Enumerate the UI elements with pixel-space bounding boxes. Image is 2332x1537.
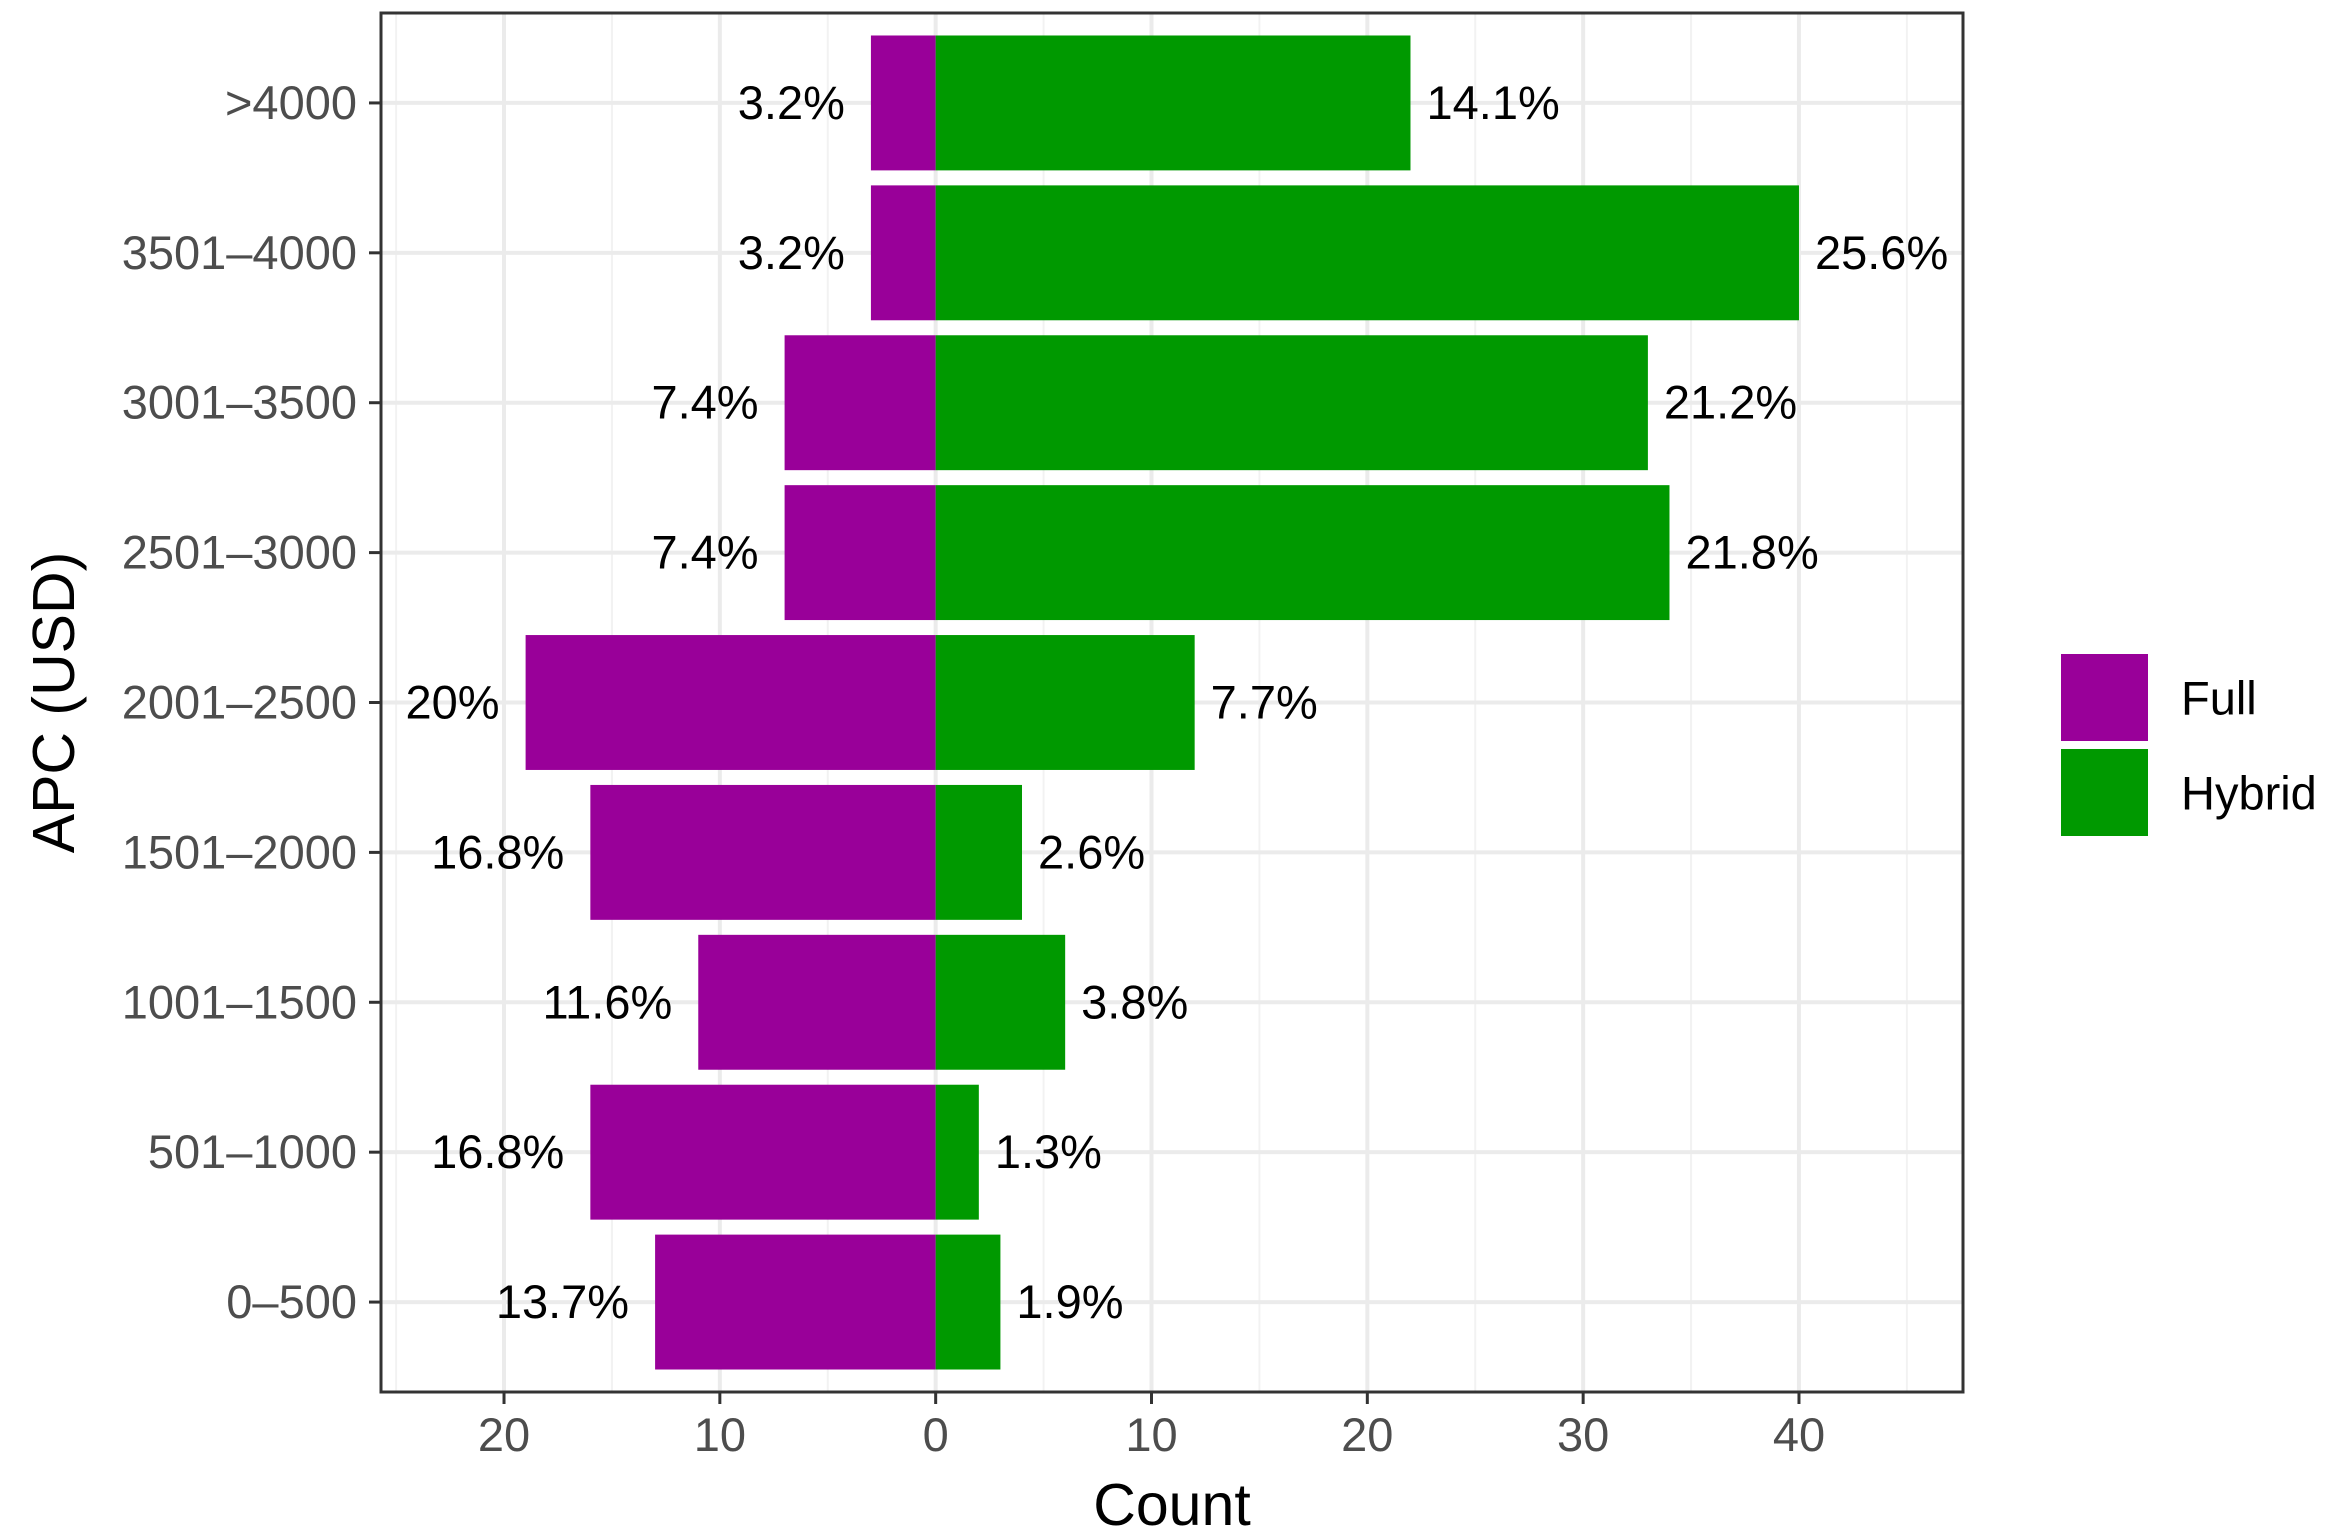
- x-axis-title: Count: [1093, 1472, 1250, 1537]
- hybrid-bar: [935, 934, 1066, 1070]
- x-tick-label: 10: [694, 1408, 746, 1461]
- data-labels: 13.7% 16.8% 11.6% 16.8% 20% 7.4% 7.4% 3.2% 3.2% 1…: [406, 76, 1949, 1328]
- full-bar: [590, 784, 936, 920]
- hybrid-bar: [935, 1084, 979, 1220]
- hybrid-data-label: 3.8%: [1081, 975, 1188, 1028]
- y-tick-label: 2501–3000: [122, 526, 357, 579]
- y-axis-title: APC (USD): [21, 552, 87, 854]
- hybrid-data-label: 21.8%: [1685, 526, 1818, 579]
- full-bar: [525, 635, 936, 770]
- full-data-label: 7.4%: [651, 526, 758, 579]
- hybrid-data-label: 2.6%: [1038, 825, 1145, 878]
- hybrid-data-label: 25.6%: [1815, 226, 1948, 279]
- y-tick-label: 2001–2500: [122, 676, 357, 729]
- x-tick-label: 20: [1341, 1408, 1393, 1461]
- full-bar: [784, 335, 936, 471]
- legend: Full Hybrid: [2061, 654, 2317, 836]
- y-tick-label: >4000: [225, 76, 357, 129]
- x-tick-label: 40: [1773, 1408, 1825, 1461]
- legend-label-hybrid: Hybrid: [2181, 767, 2317, 820]
- x-tick-label: 20: [478, 1408, 530, 1461]
- full-data-label: 11.6%: [542, 975, 672, 1028]
- full-data-label: 20%: [406, 676, 500, 729]
- hybrid-bar: [935, 35, 1411, 171]
- legend-key-hybrid: [2061, 749, 2148, 836]
- x-tick-label: 30: [1557, 1408, 1609, 1461]
- x-tick-label: 0: [923, 1408, 949, 1461]
- full-data-label: 16.8%: [431, 1125, 564, 1178]
- hybrid-data-label: 1.9%: [1016, 1275, 1123, 1328]
- hybrid-bar: [935, 784, 1023, 920]
- hybrid-data-label: 14.1%: [1426, 76, 1559, 129]
- full-data-label: 3.2%: [738, 76, 845, 129]
- full-bar: [784, 485, 936, 621]
- bars: [525, 35, 1799, 1370]
- hybrid-bar: [935, 485, 1670, 621]
- full-bar: [698, 934, 936, 1070]
- full-data-label: 3.2%: [738, 226, 845, 279]
- hybrid-data-label: 7.7%: [1211, 676, 1318, 729]
- y-tick-label: 1001–1500: [122, 975, 357, 1028]
- hybrid-data-label: 21.2%: [1664, 376, 1797, 429]
- full-data-label: 16.8%: [431, 825, 564, 878]
- y-tick-label: 3001–3500: [122, 376, 357, 429]
- full-bar: [870, 35, 936, 171]
- full-data-label: 13.7%: [496, 1275, 629, 1328]
- hybrid-bar: [935, 185, 1799, 321]
- full-bar: [590, 1084, 936, 1220]
- hybrid-data-label: 1.3%: [995, 1125, 1102, 1178]
- legend-label-full: Full: [2181, 672, 2257, 725]
- hybrid-bar: [935, 335, 1648, 471]
- axes: 0–500 501–1000 1001–1500 1501–2000 2001–2500…: [122, 76, 1825, 1461]
- y-tick-label: 1501–2000: [122, 825, 357, 878]
- x-tick-label: 10: [1125, 1408, 1177, 1461]
- full-data-label: 7.4%: [651, 376, 758, 429]
- full-bar: [870, 185, 936, 321]
- legend-key-full: [2061, 654, 2148, 741]
- y-tick-label: 501–1000: [148, 1125, 357, 1178]
- full-bar: [655, 1234, 936, 1370]
- y-tick-label: 3501–4000: [122, 226, 357, 279]
- hybrid-bar: [935, 1234, 1001, 1370]
- y-tick-label: 0–500: [226, 1275, 357, 1328]
- hybrid-bar: [935, 635, 1195, 770]
